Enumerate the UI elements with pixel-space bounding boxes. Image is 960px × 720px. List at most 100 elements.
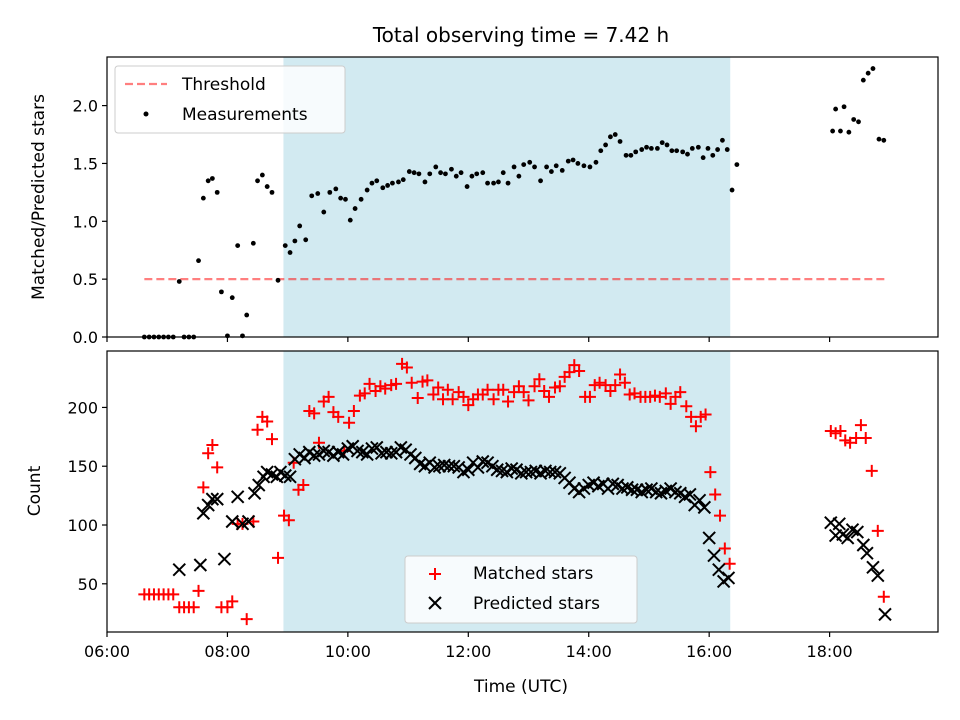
measurement-point — [521, 162, 527, 168]
predicted-star-point — [878, 607, 892, 622]
matched-star-point — [854, 419, 867, 432]
measurement-point — [443, 171, 448, 177]
y-tick-label: 0.5 — [73, 270, 98, 289]
predicted-star-point — [856, 538, 871, 552]
matched-star-point — [714, 509, 727, 522]
measurement-point — [433, 164, 439, 170]
measurement-point — [235, 243, 241, 248]
chart-title: Total observing time = 7.42 h — [372, 23, 669, 47]
predicted-star-point — [432, 459, 447, 473]
x-tick-label: 10:00 — [325, 642, 371, 661]
measurement-point — [358, 196, 364, 202]
matched-star-point — [261, 415, 274, 428]
measurement-point — [453, 173, 459, 179]
matched-star-point — [659, 387, 672, 400]
ratio-marks — [141, 66, 887, 340]
measurement-point — [593, 159, 599, 165]
matched-star-point — [197, 481, 210, 494]
measurement-point — [292, 238, 298, 244]
predicted-star-point — [697, 500, 712, 515]
matched-star-point — [322, 390, 335, 403]
measurement-point — [659, 140, 665, 146]
matched-star-point — [517, 386, 530, 399]
predicted-star-point — [702, 531, 716, 545]
measurement-point — [480, 170, 486, 176]
measurement-point — [846, 129, 852, 135]
measurement-point — [327, 189, 333, 195]
measurement-point — [282, 243, 288, 248]
measurement-point — [209, 176, 215, 181]
measurement-point — [865, 70, 871, 76]
matched-star-point — [481, 383, 494, 396]
measurement-point — [516, 173, 522, 179]
matched-star-point — [542, 390, 555, 403]
matched-star-point — [379, 382, 392, 395]
measurement-point — [469, 173, 475, 179]
predicted-star-point — [379, 445, 394, 459]
measurement-point — [244, 312, 250, 318]
measurement-point — [715, 147, 721, 152]
measurement-point — [485, 180, 490, 186]
measurement-point — [464, 184, 470, 189]
measurement-point — [364, 187, 370, 193]
measurement-point — [680, 149, 686, 155]
ratio-panel: 0.00.51.01.52.0 Matched/Predicted stars … — [29, 56, 939, 347]
predicted-star-point — [307, 448, 321, 463]
measurement-point — [229, 295, 235, 301]
count-legend: Matched stars Predicted stars — [404, 555, 638, 624]
predicted-star-point — [692, 493, 707, 508]
predicted-star-point — [283, 470, 297, 484]
measurement-point — [695, 144, 701, 150]
measurement-point — [623, 152, 629, 158]
measurement-point — [603, 142, 608, 148]
matched-star-point — [192, 584, 205, 597]
ratio-y-axis-label: Matched/Predicted stars — [29, 94, 49, 300]
measurement-point — [500, 170, 506, 176]
measurement-point — [612, 132, 618, 137]
measurement-point — [830, 128, 836, 134]
matched-star-point — [553, 380, 566, 393]
matched-star-point — [390, 377, 403, 390]
measurement-point — [544, 164, 549, 170]
matched-star-point — [446, 393, 459, 406]
measurement-point — [422, 179, 428, 185]
predicted-star-point — [504, 461, 519, 476]
measurement-point — [438, 170, 444, 176]
predicted-star-point — [205, 492, 220, 506]
threshold-legend-label: Threshold — [181, 75, 266, 95]
count-legend-box — [404, 555, 638, 624]
predicted-star-point — [850, 525, 865, 539]
y-tick-label: 2.0 — [73, 97, 98, 116]
y-tick-label: 100 — [67, 516, 98, 535]
matched-star-point — [709, 488, 722, 501]
matched-star-point — [497, 383, 510, 396]
matched-star-point — [400, 361, 413, 374]
ratio-legend: Threshold Measurements — [114, 65, 346, 134]
ratio-x-ticks — [106, 337, 831, 342]
matched-star-point — [240, 613, 253, 626]
x-tick-label: 08:00 — [204, 642, 250, 661]
matched-star-point — [834, 424, 847, 437]
matched-star-point — [272, 551, 285, 564]
measurement-point — [214, 189, 220, 195]
measurement-point — [474, 171, 480, 177]
measurement-point — [496, 179, 501, 185]
measurement-point — [297, 223, 303, 229]
predicted-star-point — [217, 552, 232, 566]
predicted-star-point — [210, 492, 224, 506]
count-y-axis-label: Count — [25, 465, 45, 516]
y-tick-label: 0.0 — [73, 328, 98, 347]
measurement-point — [411, 170, 417, 176]
predicted-star-point — [241, 514, 256, 529]
measurement-point — [406, 169, 412, 174]
measurement-point — [628, 152, 634, 158]
matched-star-point — [363, 377, 376, 390]
measurement-point — [870, 66, 876, 71]
matched-star-point — [704, 466, 717, 479]
measurement-point — [505, 180, 511, 186]
matched-star-point — [871, 524, 884, 537]
predicted-star-point — [707, 548, 721, 563]
measurement-point — [176, 279, 182, 284]
predicted-star-point — [365, 441, 379, 456]
matched-star-point — [226, 595, 239, 608]
